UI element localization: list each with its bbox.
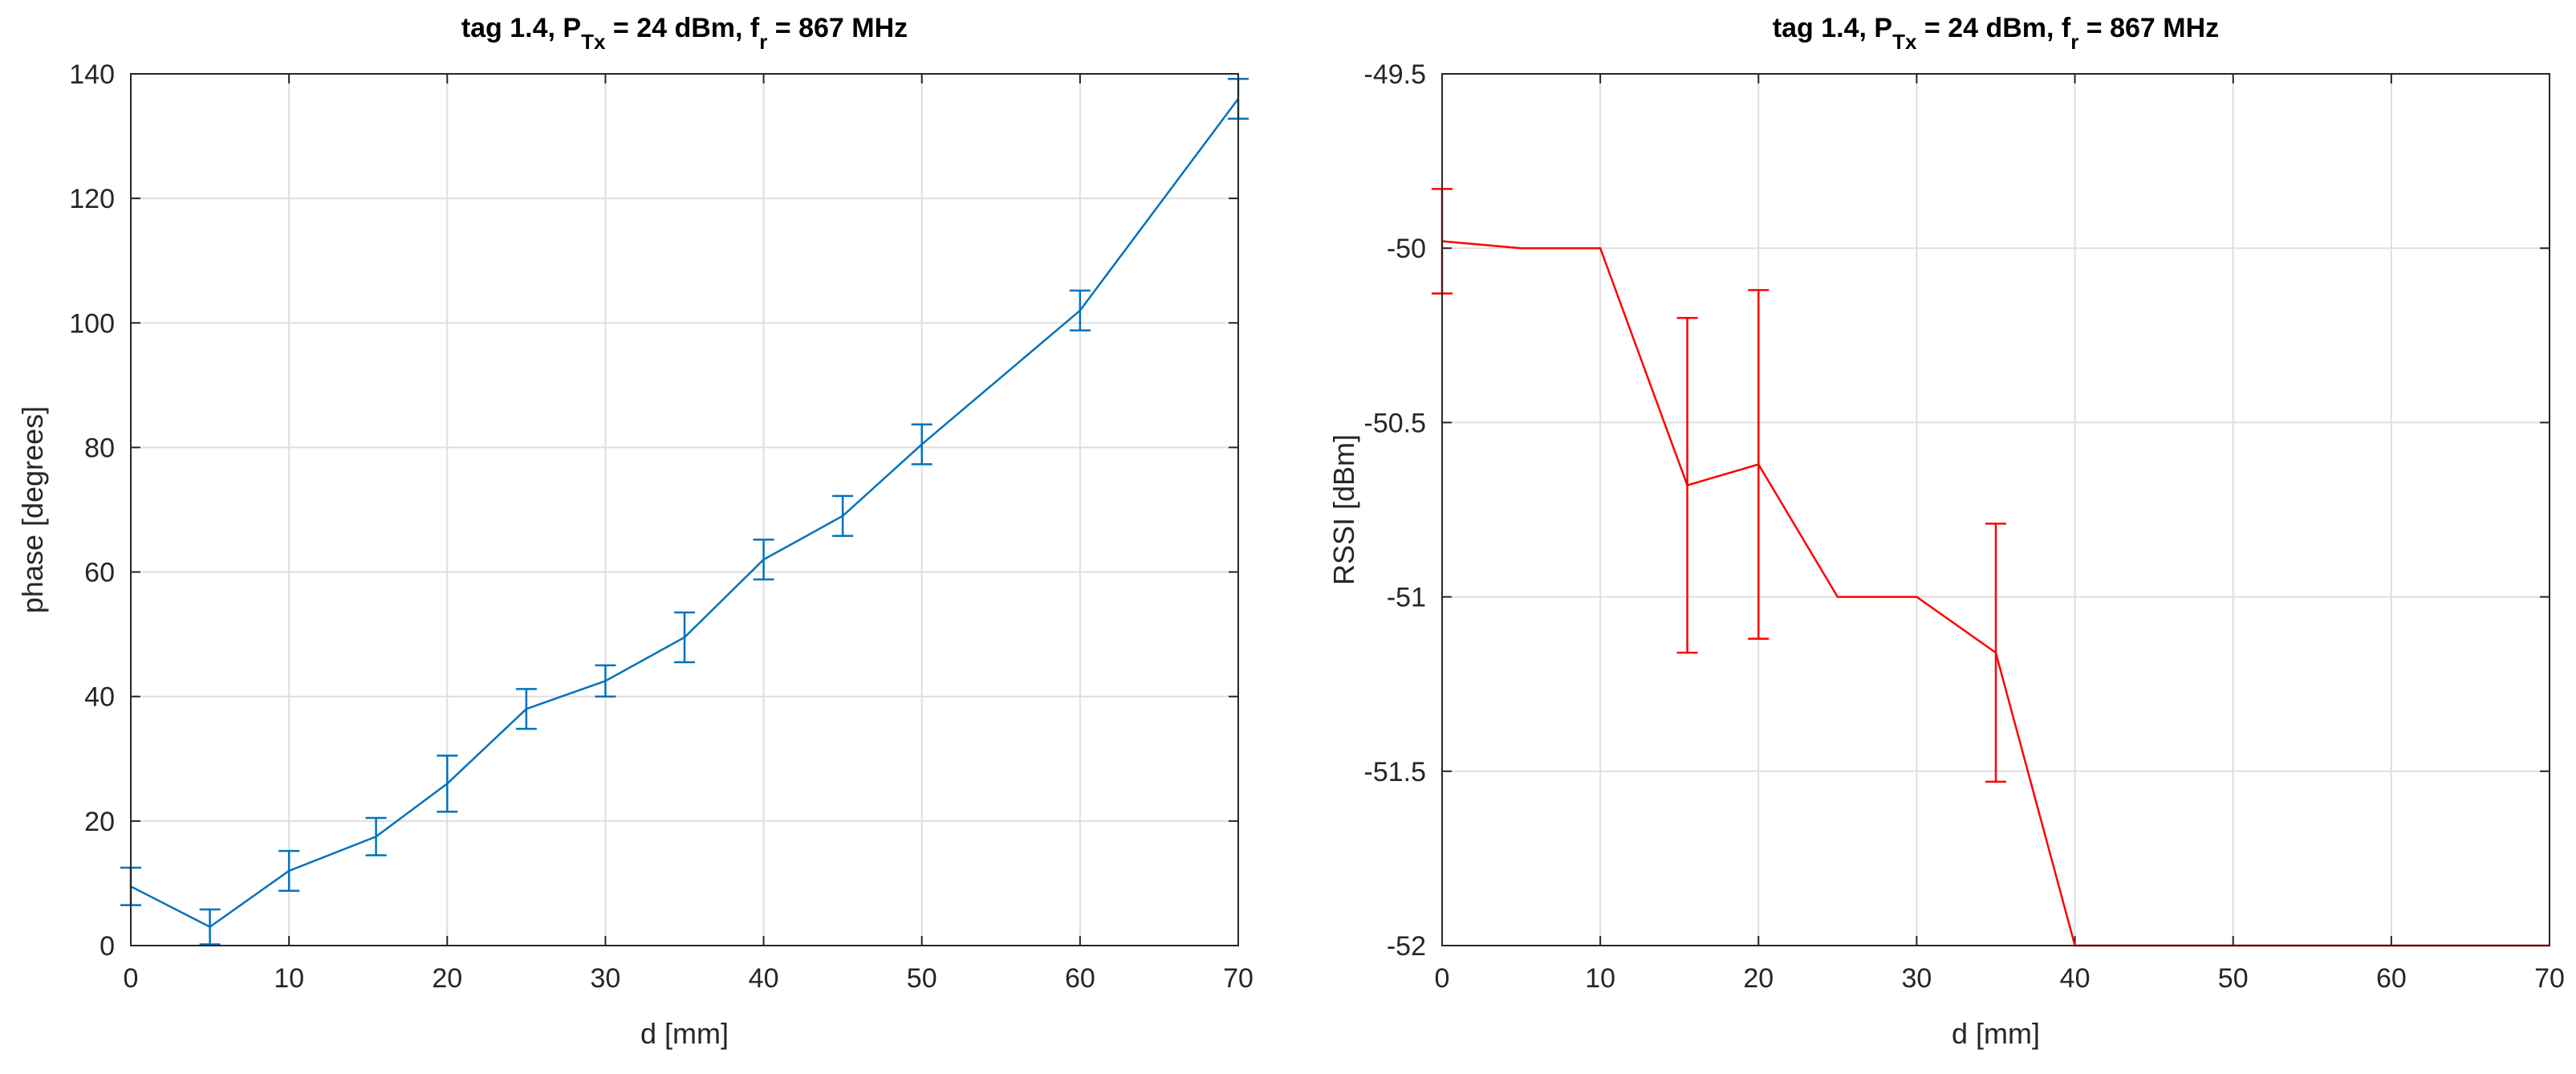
phase-x-tick-label: 60 bbox=[1065, 963, 1095, 994]
phase-error-bar bbox=[911, 423, 932, 466]
phase-y-tick-label: 20 bbox=[84, 807, 115, 837]
rssi-x-tick-label: 30 bbox=[1902, 963, 1932, 994]
phase-error-bar bbox=[753, 538, 774, 581]
phase-y-tick-label: 140 bbox=[69, 59, 115, 90]
phase-plot-area bbox=[131, 74, 1238, 946]
phase-error-bar bbox=[1069, 289, 1091, 332]
phase-chart-ylabel: phase [degrees] bbox=[16, 406, 49, 613]
title-part: = 24 dBm, f bbox=[1916, 13, 2070, 43]
phase-error-bar bbox=[278, 849, 300, 892]
phase-x-tick-label: 10 bbox=[274, 963, 304, 994]
phase-y-tick-label: 120 bbox=[69, 184, 115, 214]
rssi-x-tick-label: 0 bbox=[1435, 963, 1450, 994]
rssi-y-tick-label: -51.5 bbox=[1364, 757, 1427, 787]
title-subscript: Tx bbox=[581, 30, 606, 54]
phase-series bbox=[120, 77, 1249, 946]
rssi-x-tick-label: 40 bbox=[2060, 963, 2090, 994]
rssi-y-tick-label: -50.5 bbox=[1364, 408, 1427, 438]
rssi-chart: tag 1.4, PTx = 24 dBm, fr = 867 MHz d [m… bbox=[1327, 13, 2565, 1050]
phase-y-tick-label: 0 bbox=[100, 931, 115, 962]
rssi-y-tick-label: -52 bbox=[1387, 931, 1426, 962]
phase-chart-title: tag 1.4, PTx = 24 dBm, fr = 867 MHz bbox=[461, 13, 908, 54]
phase-error-bar bbox=[365, 816, 387, 856]
phase-x-tick-label: 30 bbox=[591, 963, 621, 994]
rssi-x-tick-label: 10 bbox=[1585, 963, 1615, 994]
phase-error-bar bbox=[515, 688, 537, 730]
phase-chart: tag 1.4, PTx = 24 dBm, fr = 867 MHz d [m… bbox=[16, 13, 1253, 1050]
rssi-y-tick-label: -51 bbox=[1387, 583, 1426, 613]
rssi-x-tick-label: 50 bbox=[2218, 963, 2249, 994]
rssi-plot-area bbox=[1442, 74, 2550, 946]
rssi-chart-title: tag 1.4, PTx = 24 dBm, fr = 867 MHz bbox=[1773, 13, 2219, 54]
rssi-y-tick-label: -50 bbox=[1387, 234, 1426, 264]
rssi-chart-ylabel: RSSI [dBm] bbox=[1327, 434, 1360, 585]
title-subscript: r bbox=[2070, 30, 2078, 54]
phase-x-tick-label: 0 bbox=[124, 963, 139, 994]
title-part: tag 1.4, P bbox=[461, 13, 581, 43]
title-part: = 867 MHz bbox=[767, 13, 908, 43]
phase-chart-xlabel: d [mm] bbox=[640, 1017, 729, 1050]
rssi-error-bar bbox=[1985, 523, 2006, 783]
rssi-x-tick-label: 70 bbox=[2534, 963, 2565, 994]
phase-error-bar bbox=[674, 611, 695, 664]
rssi-error-bar bbox=[1676, 316, 1698, 654]
phase-error-bar bbox=[437, 755, 458, 813]
phase-error-bar bbox=[595, 664, 616, 698]
title-part: = 867 MHz bbox=[2078, 13, 2219, 43]
rssi-error-bar bbox=[1748, 289, 1769, 640]
rssi-x-tick-label: 20 bbox=[1743, 963, 1774, 994]
title-subscript: Tx bbox=[1892, 30, 1917, 54]
title-subscript: r bbox=[759, 30, 767, 54]
phase-x-tick-label: 20 bbox=[432, 963, 462, 994]
phase-error-bar bbox=[832, 494, 854, 537]
title-part: = 24 dBm, f bbox=[605, 13, 759, 43]
phase-y-tick-label: 100 bbox=[69, 308, 115, 339]
rssi-x-tick-label: 60 bbox=[2376, 963, 2407, 994]
phase-y-tick-label: 80 bbox=[84, 433, 115, 463]
phase-y-tick-label: 60 bbox=[84, 558, 115, 588]
rssi-axes-box bbox=[1441, 73, 2550, 946]
phase-axes-box bbox=[130, 73, 1239, 946]
rssi-chart-xlabel: d [mm] bbox=[1952, 1017, 2040, 1050]
phase-error-bar bbox=[199, 908, 221, 946]
phase-x-tick-label: 70 bbox=[1223, 963, 1253, 994]
rssi-y-tick-label: -49.5 bbox=[1364, 59, 1427, 90]
phase-y-tick-label: 40 bbox=[84, 682, 115, 713]
phase-x-tick-label: 50 bbox=[907, 963, 937, 994]
phase-x-tick-label: 40 bbox=[749, 963, 779, 994]
title-part: tag 1.4, P bbox=[1773, 13, 1892, 43]
